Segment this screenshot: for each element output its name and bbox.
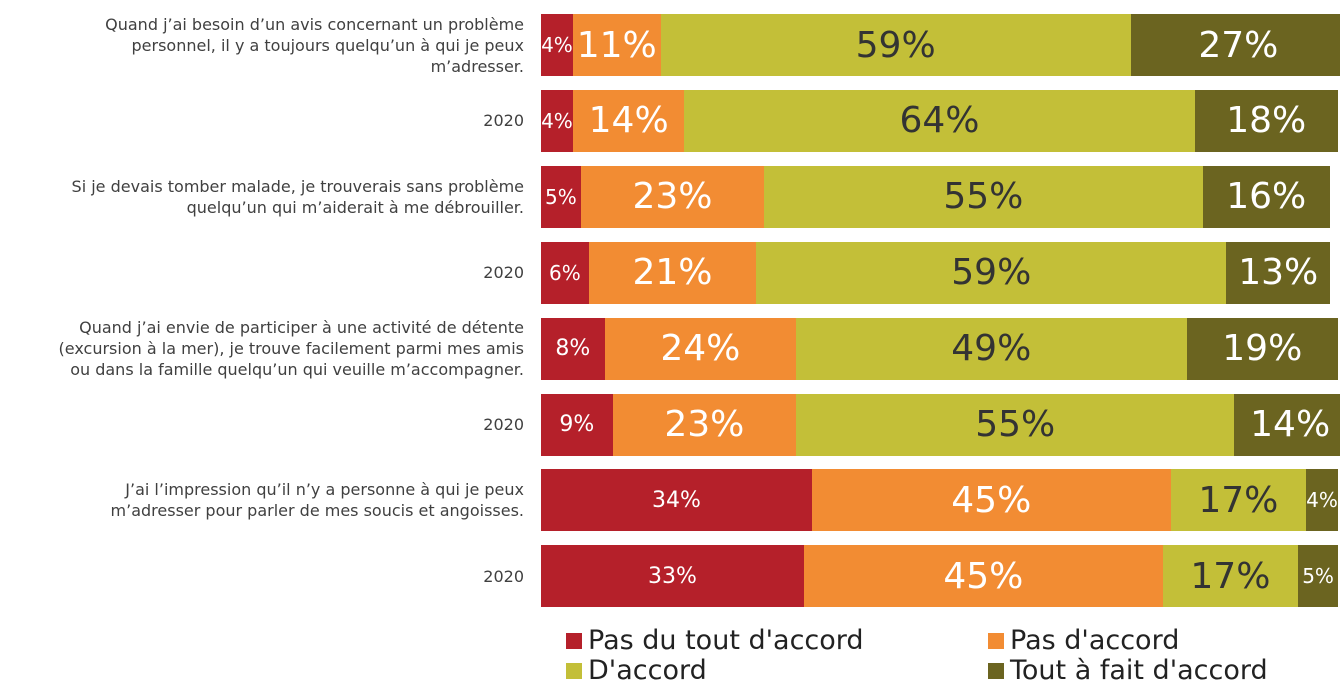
bar-segment: 13% [1226, 241, 1331, 304]
plot-area: 4% 11% 59% 27% 4% 14% 64% 18% 5% 23% 55% 16% 6% 21% 59… [541, 0, 1340, 630]
legend-item: Pas du tout d'accord [566, 626, 864, 656]
category-label: Quand j’ai envie de participer à une act… [58, 318, 524, 380]
data-label: 5% [1302, 564, 1334, 589]
bar-segment: 23% [612, 393, 797, 456]
legend-item: Pas d'accord [988, 626, 1179, 656]
bar-segment: 45% [804, 545, 1163, 608]
data-label: 49% [951, 328, 1032, 370]
category-label: 2020 [483, 415, 524, 434]
bar-segment: 21% [588, 241, 757, 304]
data-label: 17% [1190, 555, 1271, 597]
legend-label: Pas d'accord [1010, 625, 1180, 656]
data-label: 6% [549, 260, 581, 285]
legend-swatch [988, 633, 1004, 649]
data-label: 4% [1306, 488, 1338, 513]
data-label: 13% [1238, 252, 1319, 294]
bar-segment: 59% [756, 241, 1227, 304]
bar-segment: 8% [541, 317, 605, 380]
legend-label: Pas du tout d'accord [588, 625, 864, 656]
legend-item: Tout à fait d'accord [988, 656, 1268, 686]
data-label: 4% [541, 108, 573, 133]
data-label: 64% [899, 100, 980, 142]
bar-segment: 4% [541, 14, 573, 76]
category-label: 2020 [483, 263, 524, 283]
bar-segment: 23% [580, 165, 765, 228]
bar-segment: 17% [1162, 545, 1299, 608]
bar-segment: 16% [1202, 165, 1331, 228]
data-label: 17% [1198, 479, 1279, 521]
bar-segment: 14% [1234, 393, 1340, 456]
bar-segment: 19% [1186, 317, 1338, 380]
legend-item: D'accord [566, 656, 707, 686]
data-label: 4% [541, 33, 573, 57]
bar-segment: 4% [1306, 469, 1338, 532]
bar-segment: 17% [1170, 469, 1307, 532]
data-label: 19% [1222, 328, 1303, 370]
data-label: 16% [1226, 176, 1307, 218]
bar-segment: 24% [604, 317, 797, 380]
category-label: 2020 [483, 111, 524, 131]
legend-label: Tout à fait d'accord [1010, 655, 1268, 686]
bar-segment: 49% [796, 317, 1187, 380]
data-label: 55% [943, 176, 1024, 218]
data-label: 45% [943, 555, 1024, 597]
bar-segment: 5% [541, 165, 581, 228]
bar-segment: 11% [572, 14, 661, 76]
data-label: 45% [951, 479, 1032, 521]
data-label: 27% [1198, 24, 1279, 66]
data-label: 23% [632, 176, 713, 218]
bar-segment: 55% [764, 165, 1203, 228]
data-label: 14% [588, 100, 669, 142]
bar-segment: 64% [684, 89, 1195, 152]
bar-segment: 34% [541, 469, 812, 532]
legend-label: D'accord [588, 655, 707, 686]
category-label: Si je devais tomber malade, je trouverai… [71, 176, 524, 217]
bar-segment: 55% [796, 393, 1235, 456]
bar-segment: 9% [541, 393, 613, 456]
data-label: 18% [1226, 100, 1307, 142]
legend-swatch [988, 663, 1004, 679]
data-label: 8% [555, 336, 591, 362]
data-label: 11% [576, 24, 657, 66]
data-label: 14% [1250, 404, 1331, 445]
category-label: Quand j’ai besoin d’un avis concernant u… [105, 14, 524, 76]
bar-segment: 4% [541, 89, 573, 152]
legend-swatch [566, 633, 582, 649]
bar-segment: 33% [541, 545, 804, 608]
data-label: 24% [660, 328, 741, 370]
page: {"chart_data": {"type": "bar", "orientat… [58, 0, 1340, 686]
data-label: 34% [652, 487, 701, 513]
data-label: 23% [664, 404, 745, 445]
data-label: 33% [648, 563, 697, 589]
data-label: 5% [545, 184, 577, 209]
bar-segment: 59% [660, 14, 1131, 76]
bar-segment: 5% [1298, 545, 1338, 608]
data-label: 59% [951, 252, 1032, 294]
data-label: 59% [855, 24, 936, 66]
bar-segment: 6% [541, 241, 589, 304]
data-label: 55% [975, 404, 1056, 445]
category-label: 2020 [483, 566, 524, 586]
category-label: J’ai l’impression qu’il n’y a personne à… [110, 480, 524, 521]
bar-segment: 45% [811, 469, 1171, 532]
bar-segment: 18% [1194, 89, 1338, 152]
bar-segment: 14% [572, 89, 685, 152]
bar-segment: 27% [1130, 14, 1340, 76]
legend-swatch [566, 663, 582, 679]
data-label: 21% [632, 252, 713, 294]
data-label: 9% [559, 412, 595, 437]
